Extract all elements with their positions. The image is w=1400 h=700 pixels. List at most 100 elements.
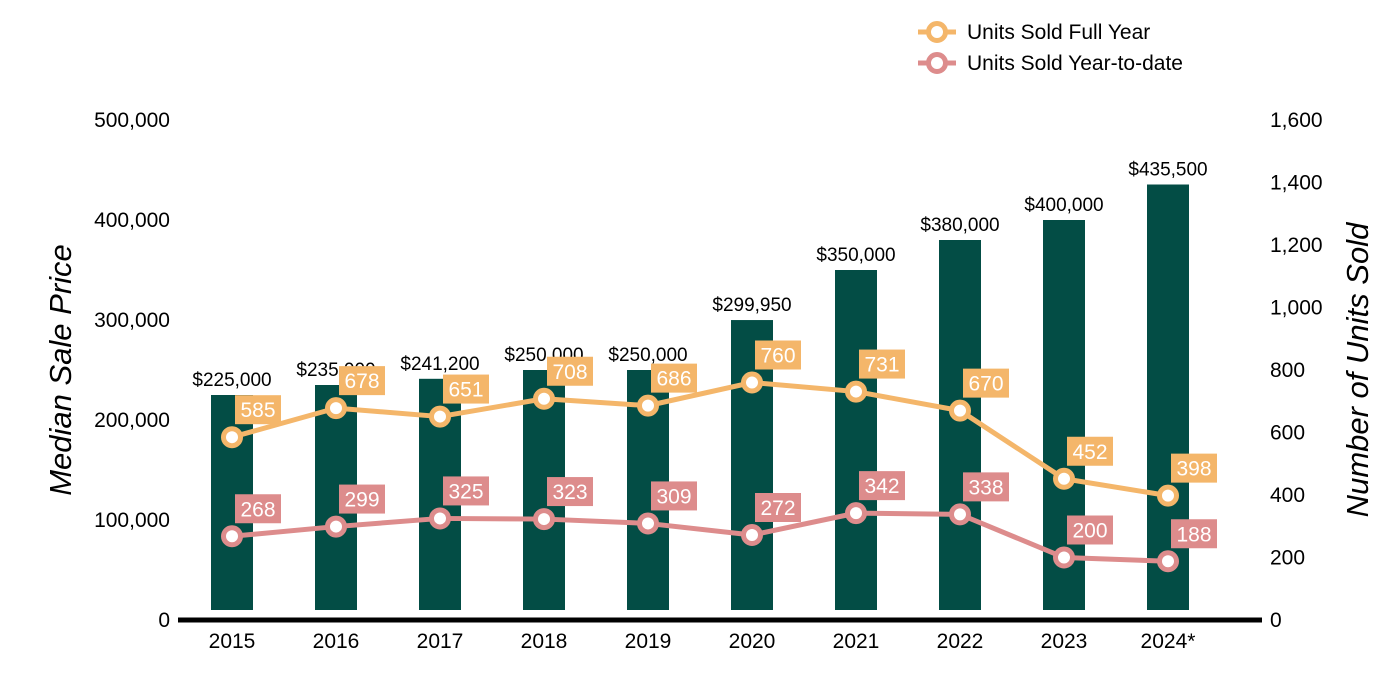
point-label-box: [547, 356, 593, 386]
y-tick-label: 100,000: [94, 509, 170, 532]
series-point: [221, 525, 243, 548]
y-tick-label: 500,000: [94, 109, 170, 132]
bar: [835, 270, 877, 610]
y2-tick-label: 0: [1270, 609, 1282, 632]
x-tick-label: 2023: [1041, 630, 1088, 653]
point-label-box: [859, 349, 905, 379]
point-value-label: 325: [448, 480, 483, 503]
series-point: [637, 394, 659, 417]
bar: [1043, 220, 1085, 610]
series-point: [637, 512, 659, 535]
point-value-label: 731: [864, 354, 899, 377]
y2-tick-label: 1,000: [1270, 297, 1323, 320]
point-label-box: [1171, 453, 1217, 483]
bar-value-label: $225,000: [192, 370, 271, 391]
legend-marker: [926, 21, 948, 43]
point-value-label: 188: [1176, 523, 1211, 546]
x-tick-label: 2017: [417, 630, 464, 653]
bar-value-label: $435,500: [1128, 160, 1207, 181]
x-tick-label: 2019: [625, 630, 672, 653]
point-value-label: 342: [864, 475, 899, 498]
bar-value-label: $299,950: [712, 295, 791, 316]
legend-marker: [926, 52, 948, 74]
point-label-box: [755, 493, 801, 522]
point-value-label: 678: [344, 370, 379, 393]
x-tick-label: 2015: [209, 630, 256, 653]
series-point: [741, 371, 763, 394]
x-tick-label: 2022: [937, 630, 984, 653]
point-label-box: [1171, 519, 1217, 549]
point-value-label: 299: [344, 489, 379, 512]
series-point: [741, 524, 763, 546]
point-label-box: [1067, 515, 1113, 545]
y-tick-label: 300,000: [94, 309, 170, 332]
series-point: [1053, 467, 1075, 490]
point-value-label: 272: [760, 497, 795, 520]
y-tick-label: 0: [158, 609, 170, 632]
bar-value-label: $400,000: [1024, 195, 1103, 216]
point-value-label: 268: [240, 498, 275, 521]
x-tick-label: 2021: [833, 630, 880, 653]
point-label-box: [859, 471, 905, 501]
bar-value-label: $350,000: [816, 245, 895, 266]
point-label-box: [443, 476, 489, 506]
y2-tick-label: 400: [1270, 484, 1305, 507]
x-axis-categories: 2015 2016 2017 2018 2019 2020 2021 2022 2023 2024…: [209, 630, 1196, 653]
legend: Units Sold Full Year Units Sold Year-to-d…: [918, 21, 1183, 75]
point-value-label: 760: [760, 345, 795, 368]
series-line: [231, 510, 1169, 564]
y2-tick-label: 1,200: [1270, 234, 1323, 257]
series-point: [533, 508, 555, 531]
bar-value-label: $250,000: [608, 345, 687, 366]
legend-label: Units Sold Full Year: [967, 21, 1150, 44]
series-point: [429, 507, 451, 530]
point-value-label: 686: [656, 368, 691, 391]
point-value-label: 585: [240, 399, 275, 422]
series-line: [231, 380, 1169, 499]
bar: [939, 240, 981, 610]
bar-value-label: $241,200: [400, 354, 479, 375]
point-label-box: [547, 477, 593, 507]
point-label-box: [963, 368, 1009, 398]
point-value-label: 708: [552, 361, 587, 384]
x-tick-label: 2020: [729, 630, 776, 653]
point-value-label: 309: [656, 485, 691, 508]
series-point: [429, 405, 451, 428]
y-axis-title: Median Sale Price: [43, 244, 78, 496]
point-label-box: [963, 472, 1009, 502]
y2-tick-label: 200: [1270, 547, 1305, 570]
point-value-label: 338: [968, 476, 1003, 499]
series-point: [325, 397, 347, 420]
y2-tick-label: 800: [1270, 359, 1305, 382]
point-label-box: [755, 340, 801, 370]
point-label-box: [339, 366, 385, 396]
point-value-label: 398: [1176, 458, 1211, 481]
point-value-label: 651: [448, 379, 483, 402]
point-value-label: 670: [968, 373, 1003, 396]
y-tick-label: 200,000: [94, 409, 170, 432]
series-point: [1053, 546, 1075, 569]
line-series: 585 678 651 708 686 760 731 670 452 398 268 299 325 3…: [221, 340, 1217, 573]
point-label-box: [235, 395, 281, 425]
point-label-box: [1067, 436, 1113, 466]
right-axis-ticks: 0 200 400 600 800 1,000 1,200 1,400 1,600: [1270, 109, 1323, 632]
series-point: [325, 515, 347, 538]
series-point: [845, 380, 867, 403]
point-label-box: [443, 374, 489, 404]
series-point: [949, 399, 971, 422]
point-label-box: [235, 494, 281, 524]
x-tick-label: 2016: [313, 630, 360, 653]
y2-tick-label: 1,400: [1270, 172, 1323, 195]
point-value-label: 452: [1072, 441, 1107, 464]
y2-axis-title: Number of Units Sold: [1340, 221, 1375, 517]
y2-tick-label: 1,600: [1270, 109, 1323, 132]
bar-value-label: $380,000: [920, 215, 999, 236]
x-tick-label: 2018: [521, 630, 568, 653]
legend-label: Units Sold Year-to-date: [967, 52, 1183, 75]
series-point: [1157, 550, 1179, 573]
x-tick-label: 2024*: [1141, 630, 1196, 653]
point-label-box: [339, 484, 385, 514]
y2-tick-label: 600: [1270, 422, 1305, 445]
series-point: [221, 426, 243, 449]
